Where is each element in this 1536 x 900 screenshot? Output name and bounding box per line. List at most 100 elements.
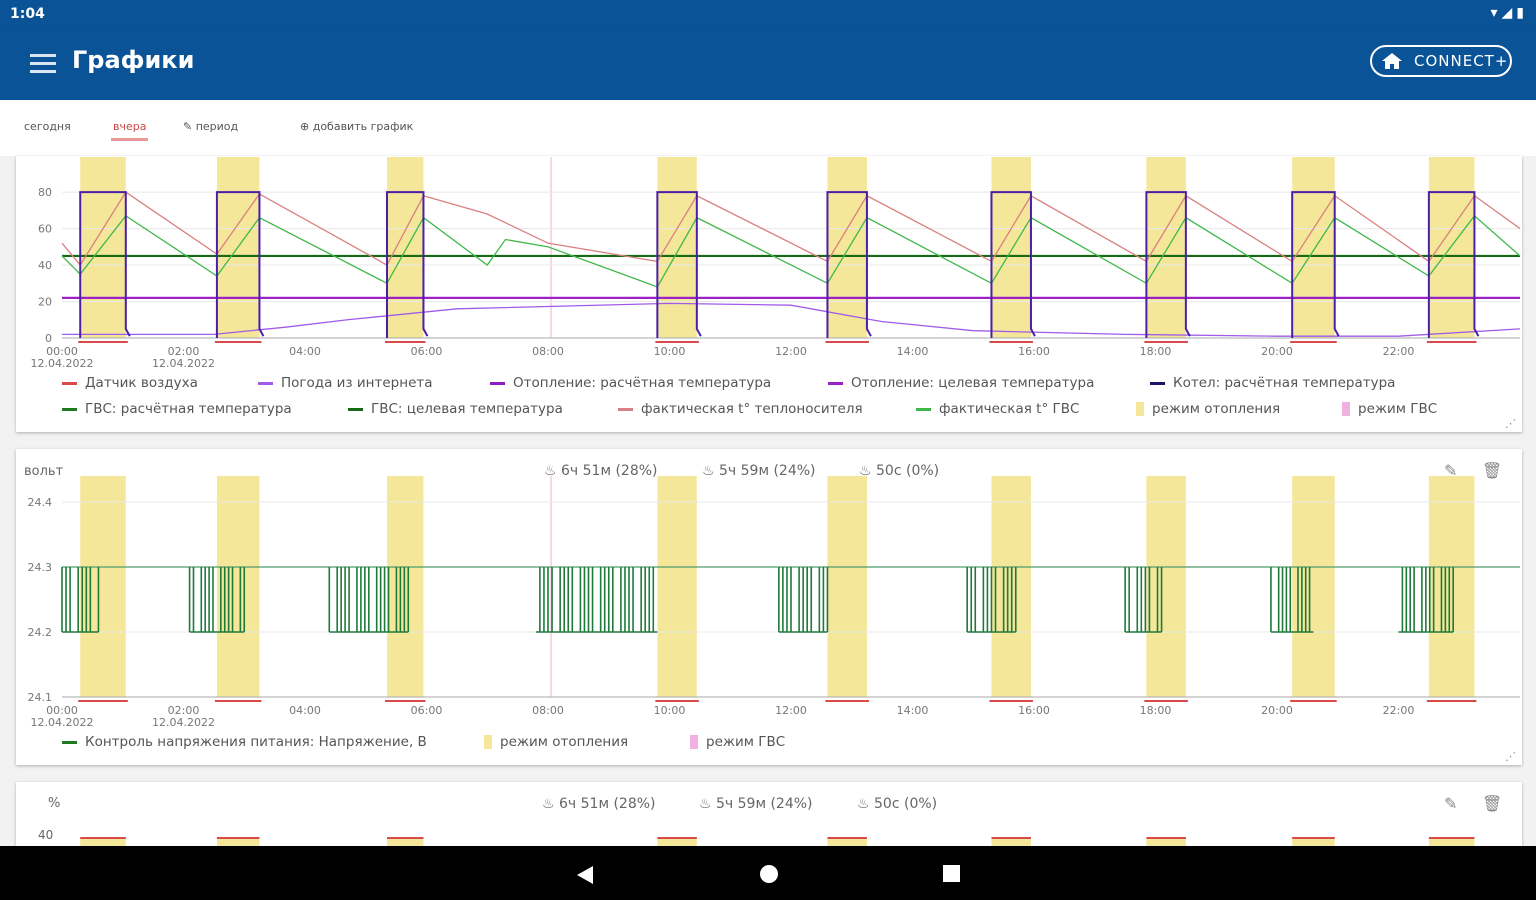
heating-period-band [827,476,867,697]
legend-label: Датчик воздуха [85,375,198,391]
legend-swatch [1136,402,1144,416]
tab-period-label: период [195,120,239,133]
legend-item[interactable]: Отопление: целевая температура [828,375,1094,391]
third-time-value: 50с (0%) [876,463,940,479]
legend-swatch [348,407,363,411]
edit-icon[interactable]: ✎ [1444,461,1458,480]
recent-apps-icon[interactable] [943,865,960,882]
x-tick-label: 14:00 [897,345,929,358]
heating-period-band [657,157,697,338]
x-tick-label: 04:00 [289,345,321,358]
legend-label: режим ГВС [1358,401,1438,417]
legend-label: режим отопления [1152,401,1281,417]
legend-label: Контроль напряжения питания: Напряжение,… [85,734,427,750]
y-tick-label: 24.4 [28,496,53,509]
legend-label: Отопление: целевая температура [851,375,1095,391]
flame-icon: ♨ [859,463,872,479]
connect-label: CONNECT+ [1414,52,1509,70]
legend-swatch [916,407,931,411]
status-time: 1:04 [10,6,45,22]
tab-add-chart[interactable]: ⊕ добавить график [300,120,413,133]
back-icon[interactable] [577,866,593,884]
series-line [62,302,1521,337]
legend-item[interactable]: режим отопления [1136,401,1280,417]
dhw-time-value: 5ч 59м (24%) [716,796,813,812]
legend-label: ГВС: расчётная температура [85,401,292,417]
y-tick-label: 40 [38,259,52,272]
boiler-pulse [1427,191,1480,338]
legend-item[interactable]: фактическая t° ГВС [916,401,1079,417]
legend-swatch [618,407,633,411]
tab-yesterday[interactable]: вчера [110,120,150,141]
dhw-time-stat: ♨ 5ч 59м (24%) [699,796,813,812]
x-date-label: 12.04.2022 [152,357,215,370]
tab-period[interactable]: ✎ период [183,120,238,133]
legend-item[interactable]: режим ГВС [1342,401,1437,417]
heating-time-value: 6ч 51м (28%) [559,796,656,812]
x-tick-label: 20:00 [1261,704,1293,717]
resize-handle-icon[interactable]: ⋰ [1505,417,1516,430]
delete-icon[interactable]: 🗑 [1482,461,1503,480]
temperature-chart-card: 80 60 40 20 0 00:00 02:00 04:00 06:00 08:00 10:00 1… [16,156,1522,432]
status-icons: ▾◢▮ [1490,5,1528,21]
flame-icon: ♨ [544,463,557,479]
home-nav-icon[interactable] [760,865,778,883]
heating-time-value: 6ч 51м (28%) [561,463,658,479]
boiler-pulse [990,191,1036,338]
flame-icon: ♨ [699,796,712,812]
legend-item[interactable]: Датчик воздуха [62,375,198,391]
x-tick-label: 08:00 [532,345,564,358]
heating-period-band [1292,476,1335,697]
legend-swatch [690,735,698,749]
legend-item[interactable]: режим отопления [484,734,628,750]
legend-swatch [490,381,505,385]
tab-today[interactable]: сегодня [24,120,71,133]
home-icon [1382,53,1402,69]
legend-label: фактическая t° ГВС [939,401,1080,417]
boiler-pulse [386,191,429,338]
flame-icon: ♨ [702,463,715,479]
legend-swatch [258,381,273,385]
legend-item[interactable]: Котел: расчётная температура [1150,375,1395,391]
connect-button[interactable]: CONNECT+ [1370,45,1512,77]
legend-item[interactable]: Контроль напряжения питания: Напряжение,… [62,734,427,750]
x-tick-label: 08:00 [532,704,564,717]
edit-icon[interactable]: ✎ [1444,794,1458,813]
temperature-chart: 80 60 40 20 000:00 02:00 04:00 06:00 08:00 10:00 1… [31,157,1521,370]
heating-period-band [827,157,867,338]
legend-swatch [828,381,843,385]
legend-swatch [62,740,77,744]
heating-period-band [80,157,126,338]
legend-item[interactable]: ГВС: расчётная температура [62,401,292,417]
legend-item[interactable]: Погода из интернета [258,375,433,391]
chart-unit: % [48,796,61,811]
series-line [61,191,1521,267]
x-tick-label: 00:00 [46,345,78,358]
dhw-time-stat: ♨ 5ч 59м (24%) [702,463,816,479]
legend-item[interactable]: режим ГВС [690,734,785,750]
heating-period-band [80,476,126,697]
x-tick-label: 14:00 [897,704,929,717]
x-tick-label: 18:00 [1140,345,1172,358]
x-date-label: 12.04.2022 [31,357,94,370]
resize-handle-icon[interactable]: ⋰ [1505,750,1516,763]
menu-icon[interactable] [30,54,56,74]
legend-item[interactable]: ГВС: целевая температура [348,401,563,417]
delete-icon[interactable]: 🗑 [1482,794,1503,813]
legend-swatch [1342,402,1350,416]
app-bar: Графики CONNECT+ [0,28,1536,100]
x-date-label: 12.04.2022 [152,716,215,729]
legend-item[interactable]: фактическая t° теплоносителя [618,401,863,417]
x-tick-label: 16:00 [1018,704,1050,717]
heating-period-band [387,157,424,338]
y-tick-label: 24.2 [28,626,53,639]
legend-swatch [62,407,77,411]
boiler-pulse [1291,191,1340,338]
legend-item[interactable]: Отопление: расчётная температура [490,375,771,391]
x-tick-label: 04:00 [289,704,321,717]
x-tick-label: 22:00 [1383,704,1415,717]
x-tick-label: 10:00 [654,345,686,358]
boiler-pulse [826,191,872,338]
chart-unit: вольт [24,464,64,479]
legend-swatch [62,381,77,385]
